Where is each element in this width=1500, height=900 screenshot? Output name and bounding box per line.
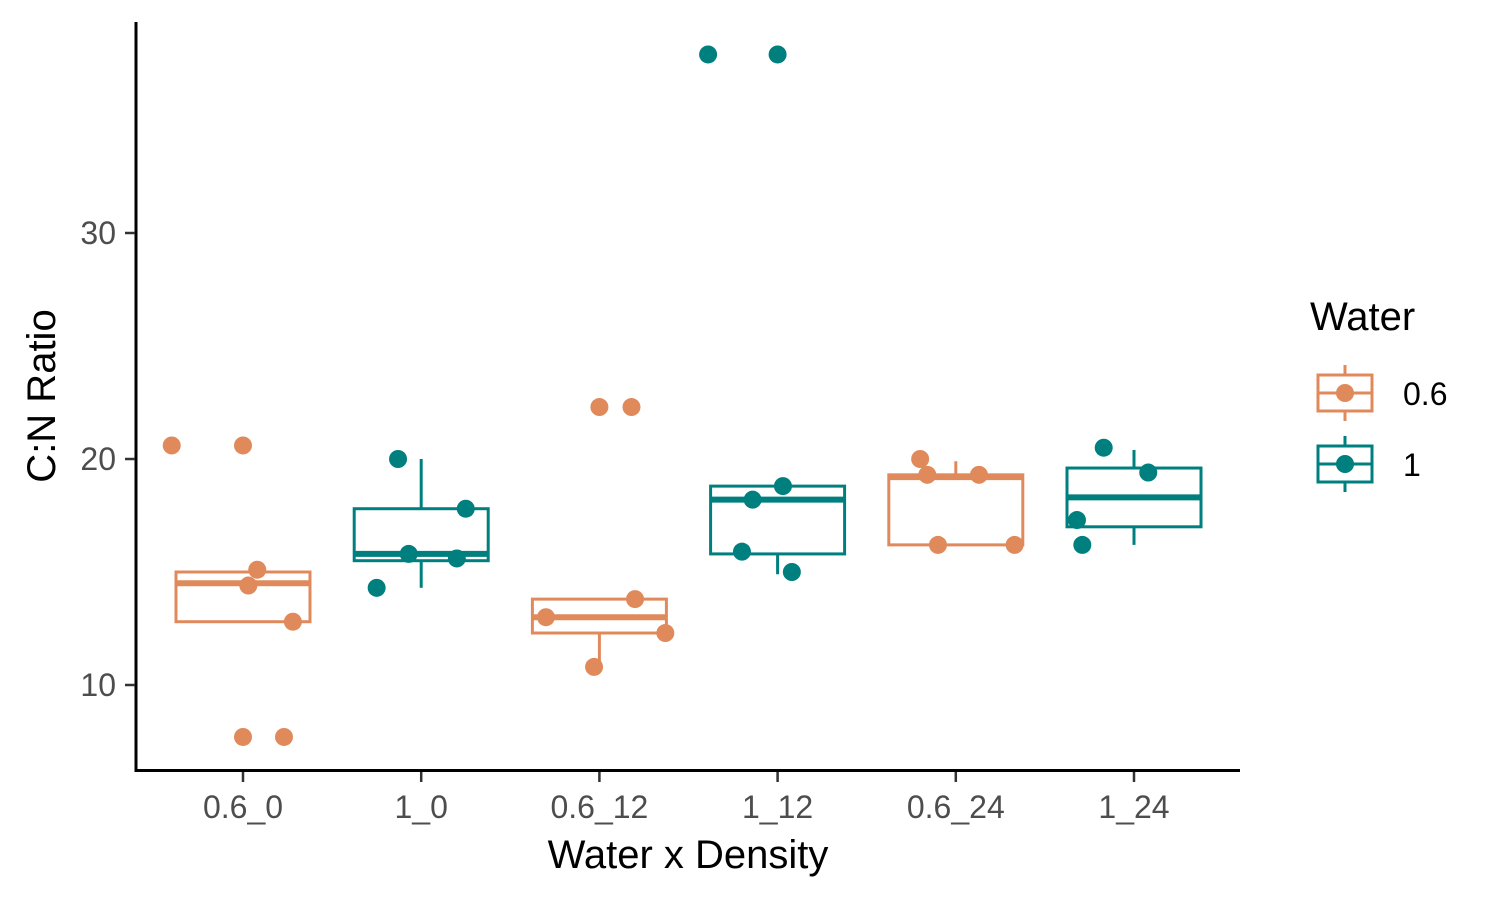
data-point	[536, 608, 555, 627]
data-point	[1067, 511, 1086, 530]
data-point	[622, 398, 641, 417]
data-point	[782, 563, 801, 581]
box	[709, 484, 847, 556]
legend-title: Water	[1310, 295, 1415, 339]
axes	[134, 22, 1240, 772]
data-point	[1005, 535, 1024, 554]
box-group-1_0	[352, 450, 490, 597]
data-point	[1094, 438, 1113, 457]
x-tick-label: 0.6_24	[907, 789, 1005, 825]
x-tick-label: 1_0	[395, 789, 448, 825]
y-tick-label: 10	[80, 667, 116, 703]
data-point	[1073, 535, 1092, 554]
data-point	[234, 436, 252, 455]
legend-key-2	[1316, 436, 1374, 492]
box	[887, 473, 1025, 547]
y-tick-label: 30	[80, 215, 116, 251]
y-tick-label: 20	[80, 441, 116, 477]
ticks: 0.6_0 1_0 0.6_12 1_12 0.6_24 1_24 10 20 30	[80, 215, 1169, 825]
data-point	[234, 727, 252, 746]
data-point	[248, 560, 267, 579]
data-point	[699, 45, 718, 64]
x-tick-label: 0.6_12	[550, 789, 648, 825]
box-group-1_12	[699, 45, 847, 581]
legend: Water 0.6 1	[1310, 295, 1447, 492]
data-point	[399, 544, 418, 563]
data-point	[773, 477, 792, 496]
data-point	[367, 578, 386, 597]
data-point	[743, 490, 762, 509]
box	[174, 570, 312, 624]
data-point	[274, 727, 293, 746]
data-point	[1139, 463, 1158, 482]
legend-key-1	[1316, 365, 1374, 421]
data-point	[969, 465, 988, 484]
x-tick-label: 1_24	[1098, 789, 1169, 825]
data-point	[456, 499, 475, 518]
data-point	[928, 535, 947, 554]
plot-area	[162, 45, 1203, 746]
data-point	[911, 450, 930, 468]
box-group-0p6_24	[887, 450, 1025, 554]
data-point	[626, 590, 645, 609]
y-axis-title: C:N Ratio	[20, 309, 64, 482]
data-point	[590, 398, 609, 417]
data-point	[656, 624, 675, 643]
data-point	[283, 612, 302, 631]
box-group-0p6_12	[530, 398, 675, 676]
box-group-1_24	[1065, 438, 1203, 554]
x-tick-label: 1_12	[742, 789, 813, 825]
box-group-0p6_0	[162, 436, 312, 746]
x-axis-title: Water x Density	[548, 833, 829, 877]
legend-label: 1	[1403, 447, 1421, 483]
data-point	[162, 436, 181, 455]
box	[352, 507, 490, 563]
legend-label: 0.6	[1403, 376, 1447, 412]
data-point	[768, 45, 787, 64]
data-point	[918, 465, 937, 484]
data-point	[732, 542, 751, 561]
x-tick-label: 0.6_0	[203, 789, 283, 825]
data-point	[585, 657, 604, 676]
data-point	[389, 450, 408, 468]
data-point	[239, 576, 258, 595]
data-point	[447, 549, 466, 568]
